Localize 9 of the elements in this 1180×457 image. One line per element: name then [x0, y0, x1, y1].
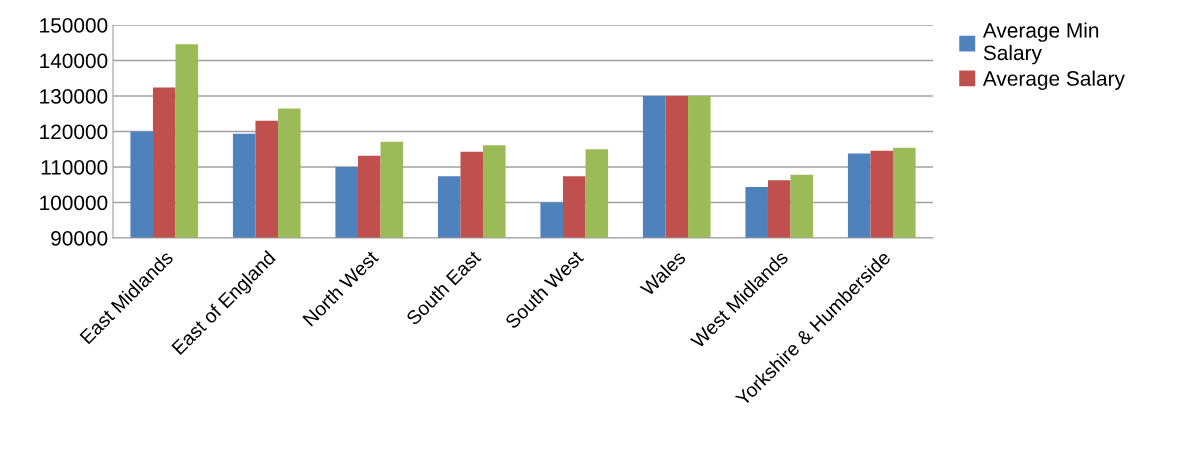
- y-tick-label: 150000: [40, 18, 108, 33]
- y-tick-label: 120000: [40, 124, 108, 140]
- y-tick-label: 110000: [41, 160, 108, 175]
- y-tick-label: 100000: [40, 195, 108, 211]
- y-tick-label: 140000: [40, 53, 108, 69]
- legend-label: Average Salary: [982, 70, 1125, 90]
- y-tick-label: 90000: [51, 231, 108, 246]
- legend-label: Average Min Salary: [982, 22, 1099, 65]
- y-tick-label: 130000: [40, 89, 108, 104]
